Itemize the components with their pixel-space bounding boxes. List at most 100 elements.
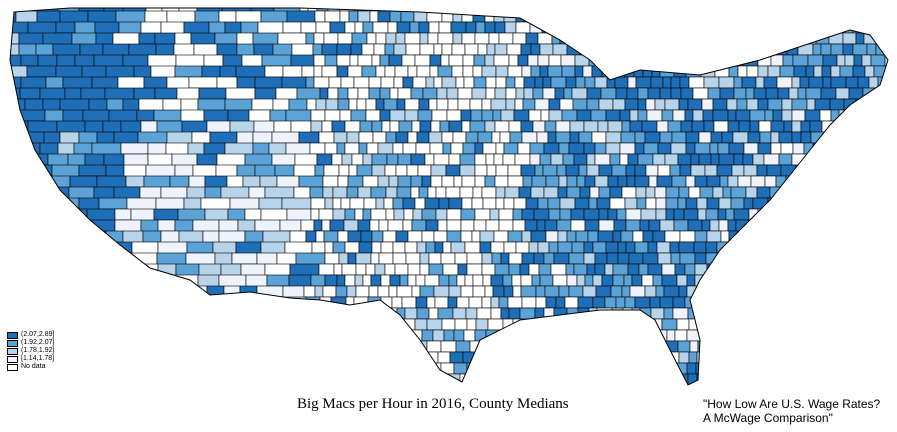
county-region (710, 153, 720, 166)
county-region (372, 21, 389, 34)
county-region (690, 164, 706, 177)
county-region (337, 230, 349, 243)
county-region (847, 384, 864, 385)
county-region (607, 351, 623, 364)
county-region (404, 32, 421, 45)
county-region (551, 32, 561, 45)
county-region (25, 186, 47, 199)
county-region (767, 98, 783, 111)
county-region (842, 32, 857, 45)
county-region (621, 351, 631, 364)
county-region (659, 131, 673, 144)
county-region (705, 296, 719, 309)
county-region (417, 109, 433, 122)
county-region (528, 109, 542, 122)
county-region (627, 76, 637, 89)
county-region (796, 351, 813, 364)
county-region (627, 263, 640, 276)
county-region (319, 87, 329, 100)
county-region (839, 131, 849, 144)
county-region (839, 329, 855, 342)
county-region (507, 65, 523, 78)
county-region (561, 384, 574, 385)
county-region (196, 153, 218, 166)
county-region (718, 285, 734, 298)
county-region (313, 54, 326, 67)
county-region (311, 241, 326, 254)
county-region (885, 87, 888, 100)
county-region (539, 153, 552, 166)
county-region (774, 252, 786, 265)
county-region (687, 21, 700, 34)
county-region (707, 32, 718, 45)
county-region (547, 318, 557, 331)
county-region (389, 87, 399, 100)
county-region (368, 76, 382, 89)
county-region (441, 10, 454, 23)
county-region (511, 362, 521, 375)
county-region (266, 274, 290, 287)
county-region (584, 175, 596, 188)
county-region (635, 32, 646, 45)
county-region (793, 8, 807, 12)
county-region (160, 285, 179, 306)
county-region (22, 142, 41, 159)
county-region (155, 384, 181, 385)
county-region (810, 131, 827, 144)
county-region (437, 65, 453, 78)
county-region (517, 8, 531, 12)
county-region (407, 131, 418, 144)
county-region (742, 230, 756, 243)
county-region (221, 340, 246, 353)
county-region (248, 373, 266, 385)
county-region (562, 153, 575, 166)
county-region (341, 263, 357, 276)
county-region (514, 153, 531, 166)
county-region (642, 65, 653, 78)
county-region (851, 263, 862, 276)
county-region (598, 98, 614, 111)
county-region (336, 43, 352, 56)
county-region (117, 351, 135, 364)
county-region (539, 384, 551, 385)
county-region (20, 54, 39, 67)
county-region (321, 351, 335, 364)
county-region (854, 197, 867, 210)
county-region (730, 197, 745, 210)
county-region (481, 98, 492, 111)
county-region (757, 98, 769, 111)
county-region (719, 87, 735, 100)
county-region (337, 32, 353, 45)
county-region (488, 32, 500, 45)
county-region (537, 241, 550, 254)
county-region (861, 109, 876, 122)
county-region (715, 10, 727, 23)
county-region (154, 340, 175, 353)
county-region (577, 329, 587, 342)
county-region (685, 131, 700, 144)
legend-item: [1.14,1.78] (7, 355, 54, 363)
county-region (380, 274, 391, 287)
county-region (344, 318, 356, 331)
county-region (847, 131, 863, 144)
county-region (363, 318, 374, 331)
county-region (18, 263, 41, 284)
county-region (68, 274, 95, 292)
county-region (173, 274, 199, 290)
county-region (814, 98, 831, 111)
county-region (803, 175, 820, 188)
county-region (424, 197, 440, 210)
county-region (742, 296, 755, 309)
county-region (503, 197, 515, 210)
county-region (829, 98, 845, 111)
county-region (448, 274, 458, 287)
county-region (442, 241, 452, 254)
county-region (373, 43, 386, 56)
county-region (629, 120, 643, 133)
county-region (67, 340, 89, 358)
map-legend: (2.07,2.89] (1.92,2.07] (1.78,1.92] [1.1… (7, 331, 54, 371)
county-region (534, 98, 550, 111)
county-region (615, 296, 626, 309)
county-region (637, 98, 647, 111)
county-region (537, 362, 550, 375)
